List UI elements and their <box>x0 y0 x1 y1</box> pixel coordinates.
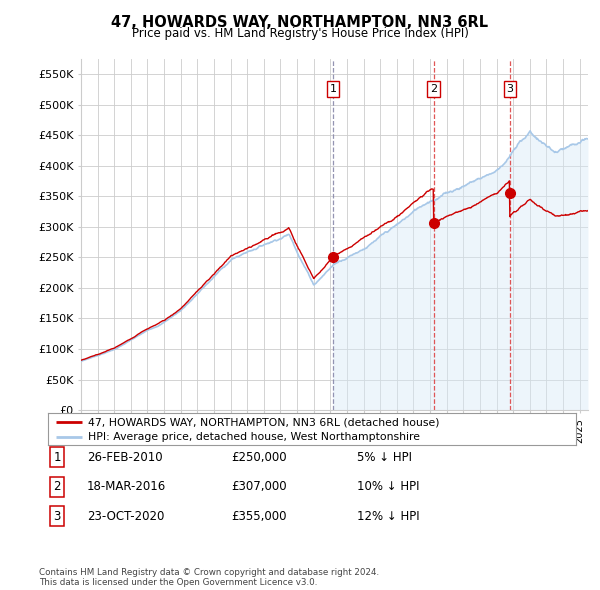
Text: 18-MAR-2016: 18-MAR-2016 <box>87 480 166 493</box>
Text: 3: 3 <box>506 84 514 94</box>
Text: 12% ↓ HPI: 12% ↓ HPI <box>357 510 419 523</box>
Text: £307,000: £307,000 <box>231 480 287 493</box>
Text: 1: 1 <box>329 84 337 94</box>
Text: Contains HM Land Registry data © Crown copyright and database right 2024.
This d: Contains HM Land Registry data © Crown c… <box>39 568 379 587</box>
Text: 10% ↓ HPI: 10% ↓ HPI <box>357 480 419 493</box>
Text: Price paid vs. HM Land Registry's House Price Index (HPI): Price paid vs. HM Land Registry's House … <box>131 27 469 40</box>
Text: 47, HOWARDS WAY, NORTHAMPTON, NN3 6RL (detached house): 47, HOWARDS WAY, NORTHAMPTON, NN3 6RL (d… <box>88 417 439 427</box>
Text: £250,000: £250,000 <box>231 451 287 464</box>
Text: 26-FEB-2010: 26-FEB-2010 <box>87 451 163 464</box>
Text: HPI: Average price, detached house, West Northamptonshire: HPI: Average price, detached house, West… <box>88 432 419 442</box>
Text: £355,000: £355,000 <box>231 510 287 523</box>
Text: 2: 2 <box>430 84 437 94</box>
Text: 47, HOWARDS WAY, NORTHAMPTON, NN3 6RL: 47, HOWARDS WAY, NORTHAMPTON, NN3 6RL <box>112 15 488 30</box>
Text: 5% ↓ HPI: 5% ↓ HPI <box>357 451 412 464</box>
Text: 23-OCT-2020: 23-OCT-2020 <box>87 510 164 523</box>
Text: 2: 2 <box>53 480 61 493</box>
Text: 3: 3 <box>53 510 61 523</box>
Text: 1: 1 <box>53 451 61 464</box>
